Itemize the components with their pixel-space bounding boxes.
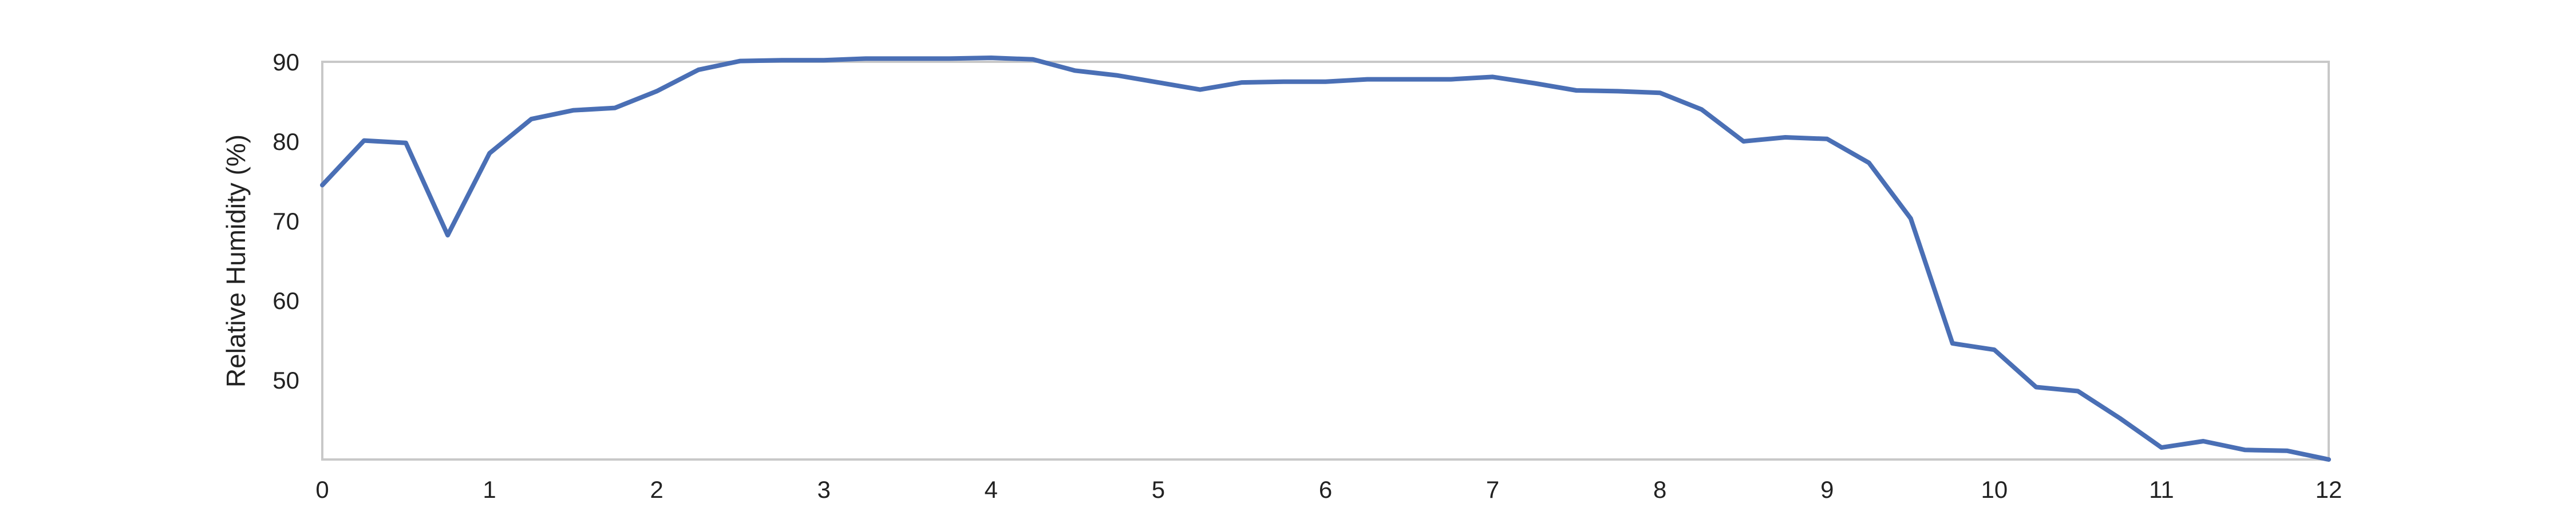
- x-tick-label: 12: [2316, 476, 2342, 503]
- y-tick-label: 70: [272, 208, 299, 235]
- x-tick-label: 5: [1152, 476, 1165, 503]
- y-tick-label: 50: [272, 367, 299, 394]
- x-tick-label: 4: [985, 476, 998, 503]
- x-tick-label: 1: [483, 476, 496, 503]
- x-tick-label: 6: [1319, 476, 1332, 503]
- x-tick-label: 11: [2149, 476, 2174, 503]
- y-tick-label: 90: [272, 49, 299, 76]
- x-tick-label: 3: [817, 476, 831, 503]
- x-tick-label: 10: [1981, 476, 2008, 503]
- x-tick-label: 8: [1653, 476, 1666, 503]
- series-layer: [320, 56, 2331, 462]
- x-tick-label: 0: [315, 476, 329, 503]
- y-axis-title: Relative Humidity (%): [221, 134, 251, 387]
- x-tick-label: 2: [650, 476, 663, 503]
- x-axis-tick-labels: 0 1 2 3 4 5 6 7 8 9 10 11 12: [315, 476, 2342, 503]
- humidity-series-line: [320, 56, 2331, 462]
- y-tick-label: 80: [272, 128, 299, 155]
- x-tick-label: 9: [1820, 476, 1834, 503]
- x-tick-label: 7: [1486, 476, 1499, 503]
- plot-area-frame: [321, 61, 2330, 461]
- y-axis-tick-labels: 50 60 70 80 90: [272, 49, 299, 394]
- y-tick-label: 60: [272, 287, 299, 314]
